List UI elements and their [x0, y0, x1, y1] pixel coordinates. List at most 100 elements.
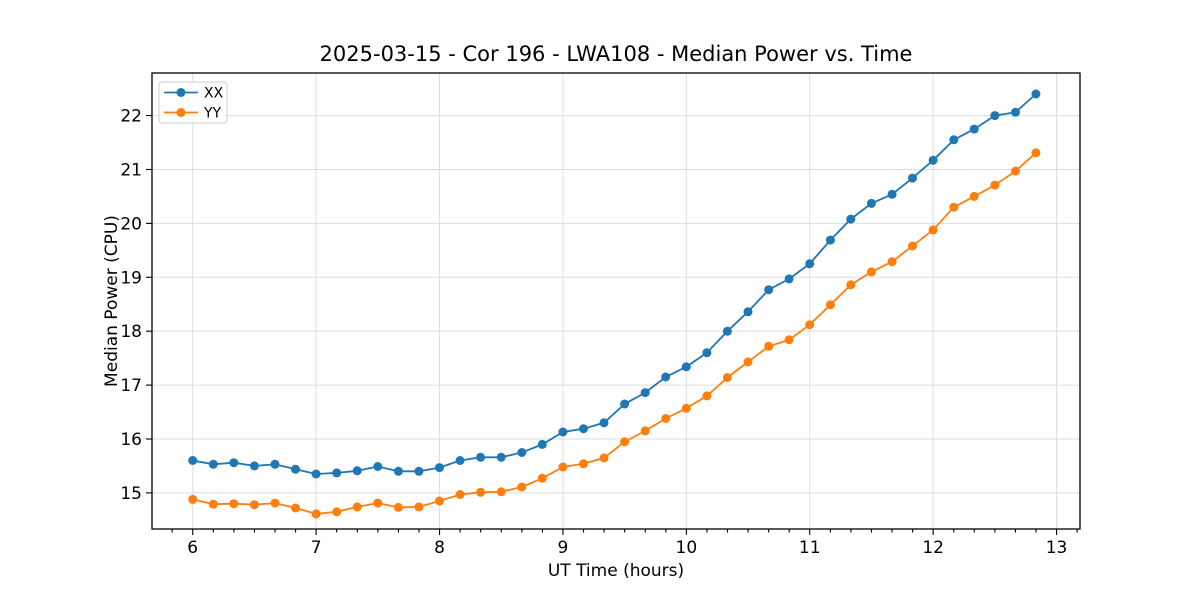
data-point [311, 469, 321, 479]
svg-text:20: 20 [120, 214, 142, 234]
data-point [702, 348, 712, 358]
data-point [270, 459, 280, 469]
svg-text:15: 15 [120, 484, 142, 504]
data-point [208, 459, 218, 469]
data-point [681, 362, 691, 372]
data-point [908, 241, 917, 251]
y-tick-labels: 15 16 17 18 19 20 21 22 [120, 107, 142, 504]
data-point [435, 463, 444, 473]
data-point [908, 173, 917, 183]
data-point [558, 427, 568, 437]
data-point [805, 320, 815, 330]
data-point [661, 414, 671, 423]
data-point [496, 452, 506, 462]
data-point [1031, 89, 1041, 99]
data-point [517, 448, 527, 457]
data-point [990, 180, 1000, 190]
data-point [640, 426, 650, 436]
svg-text:18: 18 [120, 322, 142, 342]
data-point [620, 399, 630, 409]
data-point [579, 424, 588, 434]
data-point [496, 487, 506, 497]
data-point [291, 464, 300, 474]
data-point [599, 453, 609, 463]
data-point [414, 466, 424, 476]
data-point [990, 111, 1000, 121]
data-point [949, 135, 959, 145]
plot-border [151, 72, 1081, 530]
data-point [640, 388, 650, 398]
data-point [249, 500, 259, 510]
data-point [517, 482, 527, 492]
data-point [928, 155, 938, 165]
data-point [846, 214, 856, 224]
data-point [784, 274, 794, 284]
data-point [188, 456, 198, 465]
series-line-YY [192, 152, 1037, 515]
data-point [373, 498, 383, 508]
data-point [229, 458, 239, 468]
data-point [414, 502, 424, 512]
y-axis-label: Median Power (CPU) [102, 215, 122, 387]
data-point [270, 498, 280, 508]
data-point [866, 267, 876, 277]
data-point [743, 307, 753, 317]
data-point [393, 466, 403, 476]
data-point [969, 124, 979, 134]
svg-text:7: 7 [311, 538, 322, 558]
legend-label: XX [204, 86, 224, 102]
data-point [1011, 166, 1020, 176]
data-point [928, 225, 938, 235]
x-tick-labels: 6 7 8 9 10 11 12 13 [187, 538, 1067, 558]
data-point [579, 459, 588, 469]
data-point [825, 300, 835, 310]
gridlines [152, 73, 1080, 529]
legend-marker [176, 88, 186, 97]
series-line-XX [192, 93, 1037, 475]
data-point [332, 507, 342, 517]
data-point [373, 462, 383, 471]
series-YY [188, 148, 1041, 519]
data-point [249, 461, 259, 471]
svg-text:13: 13 [1046, 538, 1068, 558]
data-point [661, 372, 671, 382]
data-point [764, 341, 774, 351]
data-point [599, 418, 609, 428]
data-point [229, 499, 239, 509]
legend: XX YY [158, 81, 228, 124]
data-point [435, 496, 444, 506]
data-point [949, 202, 959, 212]
data-point [537, 439, 547, 449]
data-point [352, 502, 362, 512]
data-point [455, 456, 465, 465]
data-point [866, 198, 876, 208]
svg-text:8: 8 [434, 538, 445, 558]
data-point [764, 285, 774, 295]
data-point [311, 509, 321, 519]
data-point [702, 391, 712, 401]
data-point [291, 503, 300, 513]
data-point [1031, 148, 1041, 158]
legend-marker [176, 108, 186, 117]
data-point [208, 499, 218, 509]
data-point [188, 494, 198, 504]
data-point [846, 280, 856, 290]
svg-text:9: 9 [558, 538, 569, 558]
chart-title: 2025-03-15 - Cor 196 - LWA108 - Median P… [319, 42, 913, 66]
data-point [887, 189, 897, 199]
series-XX [188, 89, 1041, 479]
data-point [558, 462, 568, 472]
data-point [722, 326, 732, 336]
data-point [722, 373, 732, 382]
data-point [476, 487, 486, 497]
x-axis-label: UT Time (hours) [547, 561, 685, 581]
data-point [969, 191, 979, 201]
data-point [805, 259, 815, 269]
data-point [537, 473, 547, 483]
data-point [620, 437, 630, 447]
svg-text:10: 10 [676, 538, 698, 558]
svg-text:12: 12 [922, 538, 944, 558]
data-point [887, 257, 897, 267]
svg-text:22: 22 [120, 107, 142, 127]
